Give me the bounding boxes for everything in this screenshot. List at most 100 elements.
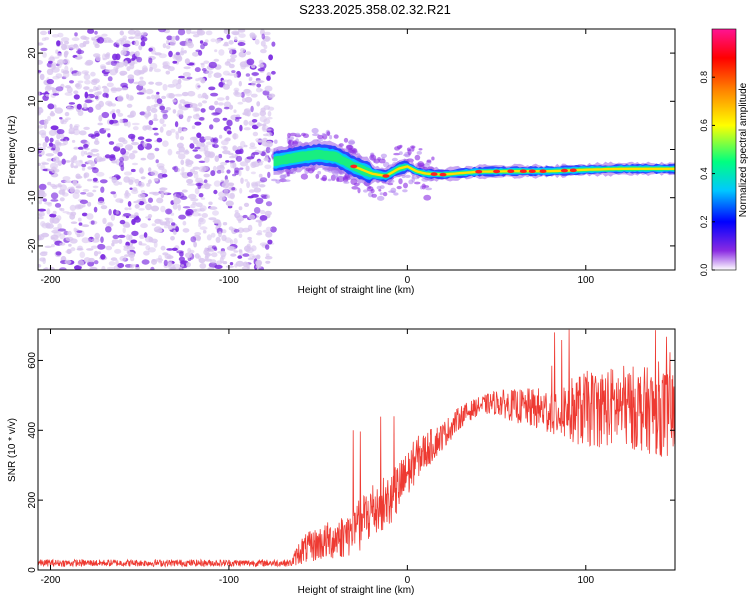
spectrogram-x-ticks: -200 -100 0 100 xyxy=(40,29,595,286)
noise-speckle xyxy=(113,66,119,71)
noise-speckle xyxy=(47,203,52,207)
noise-speckle xyxy=(38,235,42,241)
noise-speckle xyxy=(118,181,123,186)
noise-speckle xyxy=(237,255,243,259)
noise-speckle xyxy=(47,115,51,121)
noise-speckle xyxy=(178,214,187,220)
noise-speckle xyxy=(164,191,168,196)
signal-speckle xyxy=(333,134,339,139)
snr-y-tick-label: 600 xyxy=(27,352,38,369)
noise-speckle xyxy=(175,226,180,233)
noise-speckle xyxy=(130,168,136,173)
noise-speckle xyxy=(138,69,147,73)
noise-speckle xyxy=(192,51,200,57)
noise-speckle xyxy=(151,223,157,227)
signal-speckle xyxy=(366,186,374,192)
noise-speckle xyxy=(215,236,221,243)
noise-speckle xyxy=(238,33,246,38)
noise-speckle xyxy=(249,253,255,259)
signal-speckle xyxy=(289,132,297,137)
noise-speckle xyxy=(71,139,76,143)
noise-speckle xyxy=(173,165,179,173)
noise-speckle xyxy=(86,248,94,251)
noise-speckle xyxy=(166,92,173,99)
noise-speckle xyxy=(150,205,160,212)
noise-speckle xyxy=(111,239,120,244)
noise-speckle xyxy=(222,150,231,155)
noise-speckle xyxy=(222,146,228,151)
noise-speckle xyxy=(207,73,212,79)
noise-speckle xyxy=(251,119,258,123)
noise-speckle xyxy=(166,248,174,251)
noise-speckle xyxy=(233,228,240,233)
noise-speckle xyxy=(38,60,43,65)
noise-speckle xyxy=(74,56,83,60)
noise-speckle xyxy=(251,124,259,130)
noise-speckle xyxy=(199,205,207,212)
noise-speckle xyxy=(264,210,272,216)
noise-speckle xyxy=(91,167,97,170)
noise-speckle xyxy=(72,73,78,77)
noise-speckle xyxy=(211,245,217,250)
colorbar-tick-label: 0.8 xyxy=(699,71,709,84)
noise-speckle xyxy=(255,254,261,260)
signal-hotspot xyxy=(507,169,515,173)
noise-speckle xyxy=(178,146,185,153)
noise-speckle xyxy=(255,197,264,204)
noise-speckle xyxy=(119,156,124,163)
noise-speckle xyxy=(265,260,271,264)
spectrogram-x-tick-label: 100 xyxy=(577,275,594,286)
noise-speckle xyxy=(254,39,260,45)
noise-speckle xyxy=(76,233,81,238)
noise-speckle xyxy=(91,245,98,249)
noise-speckle xyxy=(214,264,223,269)
noise-speckle xyxy=(266,75,271,81)
noise-speckle xyxy=(225,200,234,207)
noise-speckle xyxy=(73,227,77,232)
noise-speckle xyxy=(130,239,138,244)
noise-speckle xyxy=(152,127,159,131)
noise-speckle xyxy=(83,173,87,179)
noise-speckle xyxy=(210,92,219,97)
noise-speckle xyxy=(145,138,152,142)
snr-x-tick-label: 100 xyxy=(577,575,594,586)
noise-speckle xyxy=(221,79,226,83)
signal-speckle xyxy=(315,173,320,179)
noise-speckle xyxy=(94,95,99,100)
noise-speckle xyxy=(170,212,175,216)
noise-speckle xyxy=(149,191,157,195)
noise-speckle xyxy=(218,221,222,228)
noise-speckle xyxy=(119,118,124,124)
noise-speckle xyxy=(211,252,218,258)
noise-speckle xyxy=(249,32,256,38)
signal-speckle xyxy=(317,134,324,140)
signal-speckle xyxy=(423,194,432,201)
signal-speckle xyxy=(287,132,291,138)
noise-speckle xyxy=(45,93,49,97)
signal-speckle xyxy=(377,195,385,201)
noise-speckle xyxy=(38,143,42,146)
noise-speckle xyxy=(268,93,276,98)
noise-speckle xyxy=(151,94,155,100)
noise-speckle xyxy=(200,62,205,66)
noise-speckle xyxy=(119,30,125,36)
colorbar-gradient xyxy=(711,28,737,271)
noise-speckle xyxy=(73,146,79,150)
noise-speckle xyxy=(131,230,139,237)
noise-speckle xyxy=(141,259,150,265)
snr-y-tick-label: 200 xyxy=(27,491,38,508)
noise-speckle xyxy=(244,245,251,252)
noise-speckle xyxy=(166,35,173,41)
noise-speckle xyxy=(190,203,196,209)
noise-speckle xyxy=(94,232,100,239)
noise-speckle xyxy=(100,253,106,260)
noise-speckle xyxy=(263,157,269,162)
noise-speckle xyxy=(64,92,73,96)
noise-speckle xyxy=(150,266,155,270)
noise-speckle xyxy=(137,136,145,140)
noise-speckle xyxy=(147,179,152,184)
noise-speckle xyxy=(124,207,129,211)
noise-speckle xyxy=(243,119,249,126)
noise-speckle xyxy=(260,40,266,47)
noise-speckle xyxy=(148,57,153,64)
